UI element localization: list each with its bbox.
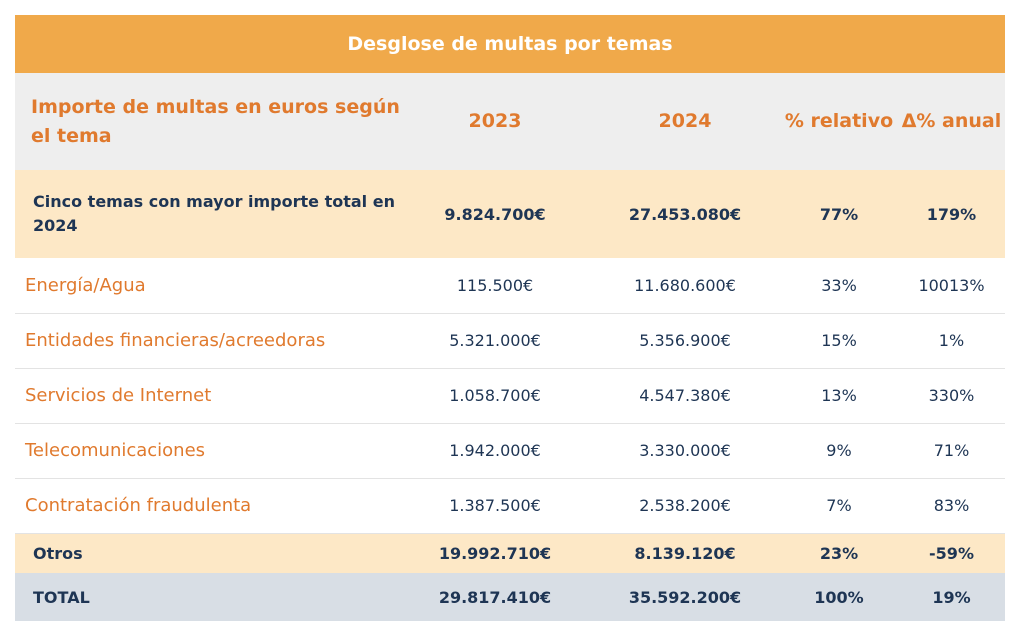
column-header-2023: 2023 (468, 110, 522, 132)
row-annual: 330% (928, 386, 975, 405)
row-2024: 3.330.000€ (639, 441, 731, 460)
row-2023: 1.387.500€ (449, 496, 541, 515)
row-annual: 10013% (918, 275, 985, 295)
column-header-topic: Importe de multas en euros según el tema (31, 95, 400, 147)
table-row: Energía/Agua 115.500€ 11.680.600€ 33% 10… (15, 258, 1005, 313)
column-header-2024: 2024 (658, 110, 712, 132)
column-header-row: Importe de multas en euros según el tema… (15, 73, 1005, 170)
otros-row: Otros 19.992.710€ 8.139.120€ 23% -59% (15, 533, 1005, 573)
summary-row: Cinco temas con mayor importe total en 2… (15, 170, 1005, 258)
row-relative: 7% (826, 496, 852, 515)
fines-table: Importe de multas en euros según el tema… (15, 73, 1005, 621)
column-header-annual: Δ% anual (901, 110, 1002, 132)
table-row: Servicios de Internet 1.058.700€ 4.547.3… (15, 368, 1005, 423)
row-relative: 13% (821, 386, 857, 405)
total-label: TOTAL (33, 587, 90, 607)
table-row: Contratación fraudulenta 1.387.500€ 2.53… (15, 478, 1005, 533)
row-annual: 1% (938, 331, 965, 350)
row-2024: 2.538.200€ (639, 496, 731, 515)
summary-relative: 77% (819, 204, 859, 224)
row-2023: 1.058.700€ (449, 386, 541, 405)
row-2023: 5.321.000€ (449, 331, 541, 350)
summary-annual: 179% (926, 204, 977, 224)
summary-2024: 27.453.080€ (628, 204, 742, 224)
total-row: TOTAL 29.817.410€ 35.592.200€ 100% 19% (15, 573, 1005, 621)
row-2024: 5.356.900€ (639, 331, 731, 350)
table-row: Entidades financieras/acreedoras 5.321.0… (15, 313, 1005, 368)
row-label: Entidades financieras/acreedoras (25, 330, 326, 351)
table-title: Desglose de multas por temas (15, 15, 1005, 73)
otros-2023: 19.992.710€ (438, 543, 552, 563)
otros-2024: 8.139.120€ (634, 543, 736, 563)
row-label: Telecomunicaciones (25, 440, 206, 461)
total-relative: 100% (814, 587, 864, 607)
table-row: Telecomunicaciones 1.942.000€ 3.330.000€… (15, 423, 1005, 478)
summary-label: Cinco temas con mayor importe total en 2… (33, 192, 395, 235)
total-annual: 19% (932, 587, 971, 607)
row-2023: 115.500€ (456, 275, 534, 295)
otros-annual: -59% (929, 543, 974, 563)
row-label: Servicios de Internet (25, 385, 212, 406)
column-header-relative: % relativo (784, 110, 894, 132)
otros-label: Otros (33, 543, 83, 563)
row-annual: 71% (933, 441, 970, 460)
total-2023: 29.817.410€ (438, 587, 552, 607)
row-relative: 33% (821, 275, 857, 295)
row-2023: 1.942.000€ (449, 441, 541, 460)
row-label: Energía/Agua (25, 274, 146, 296)
row-2024: 4.547.380€ (639, 386, 731, 405)
otros-relative: 23% (819, 543, 859, 563)
summary-2023: 9.824.700€ (444, 204, 546, 224)
total-2024: 35.592.200€ (628, 587, 742, 607)
row-2024: 11.680.600€ (634, 275, 736, 295)
row-label: Contratación fraudulenta (25, 495, 252, 516)
row-annual: 83% (933, 496, 970, 515)
row-relative: 9% (826, 441, 852, 460)
row-relative: 15% (821, 331, 857, 350)
fines-table-card: Desglose de multas por temas Importe de … (15, 15, 1005, 621)
